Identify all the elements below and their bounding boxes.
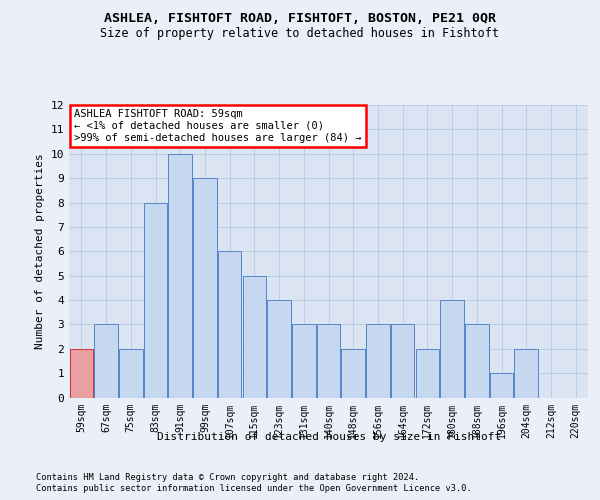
Bar [341, 349, 365, 398]
Bar [94, 324, 118, 398]
Bar [70, 349, 93, 398]
Bar [391, 324, 415, 398]
Text: Distribution of detached houses by size in Fishtoft: Distribution of detached houses by size … [157, 432, 501, 442]
Bar [144, 202, 167, 398]
Bar [119, 349, 143, 398]
Bar [465, 324, 488, 398]
Text: ASHLEA, FISHTOFT ROAD, FISHTOFT, BOSTON, PE21 0QR: ASHLEA, FISHTOFT ROAD, FISHTOFT, BOSTON,… [104, 12, 496, 26]
Text: Size of property relative to detached houses in Fishtoft: Size of property relative to detached ho… [101, 28, 499, 40]
Bar [490, 373, 513, 398]
Bar [169, 154, 192, 398]
Text: ASHLEA FISHTOFT ROAD: 59sqm
← <1% of detached houses are smaller (0)
>99% of sem: ASHLEA FISHTOFT ROAD: 59sqm ← <1% of det… [74, 110, 362, 142]
Bar [440, 300, 464, 398]
Bar [242, 276, 266, 398]
Bar [193, 178, 217, 398]
Bar [317, 324, 340, 398]
Bar [218, 252, 241, 398]
Bar [268, 300, 291, 398]
Text: Contains public sector information licensed under the Open Government Licence v3: Contains public sector information licen… [36, 484, 472, 493]
Bar [514, 349, 538, 398]
Y-axis label: Number of detached properties: Number of detached properties [35, 154, 45, 349]
Bar [292, 324, 316, 398]
Bar [416, 349, 439, 398]
Text: Contains HM Land Registry data © Crown copyright and database right 2024.: Contains HM Land Registry data © Crown c… [36, 472, 419, 482]
Bar [366, 324, 389, 398]
